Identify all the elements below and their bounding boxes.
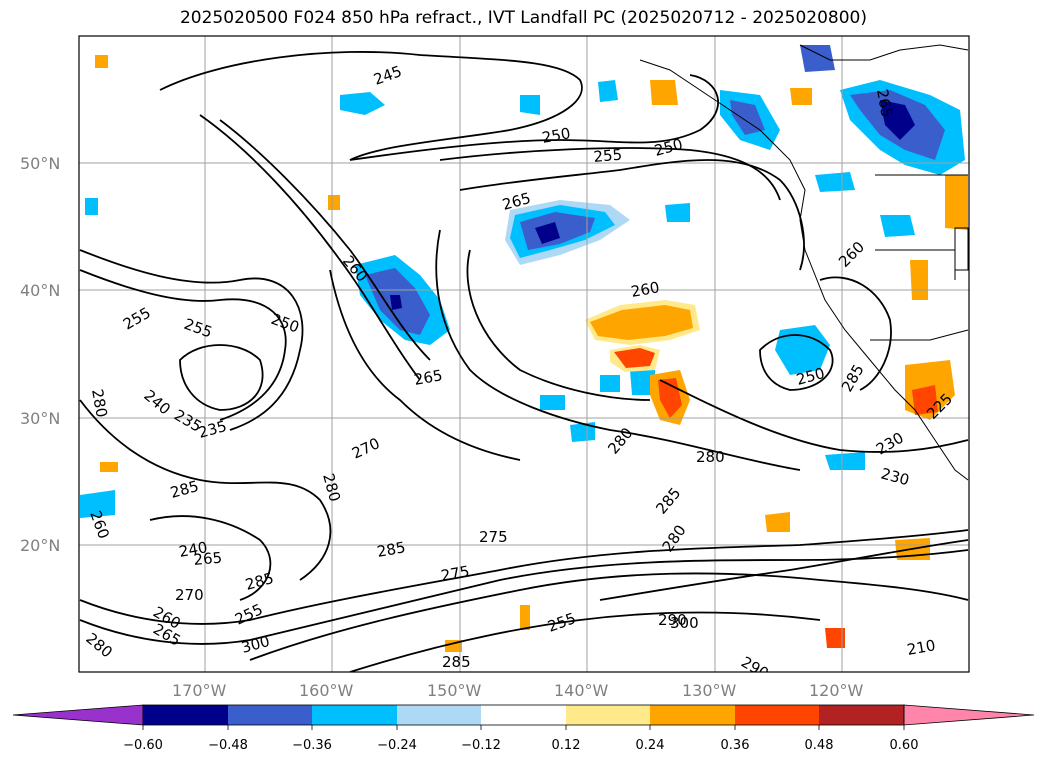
lon-label: 170°W [172,681,227,700]
contour-label: 275 [440,562,471,585]
lon-label: 130°W [682,681,737,700]
contour-label: 255 [545,609,578,636]
lon-label: 140°W [554,681,609,700]
contour-label: 265 [413,366,444,389]
contour-label: 285 [168,477,200,502]
contour-label: 250 [541,124,572,147]
contour-label: 245 [371,62,404,89]
colorbar: −0.60 −0.48 −0.36 −0.24 −0.12 0.12 0.24 … [12,704,1035,753]
lon-label: 150°W [427,681,482,700]
colorbar-segment [481,705,566,725]
graticule [79,36,969,672]
contour-label: 280 [82,629,116,661]
colorbar-tick-label: −0.24 [377,738,417,753]
contour-label: 230 [879,464,911,489]
colorbar-tick-label: 0.36 [721,738,750,753]
contour-label: 265 [873,88,896,119]
contour-label: 290 [738,653,772,683]
colorbar-segment [228,705,312,725]
colorbar-tick-label: −0.36 [292,738,332,753]
colorbar-segment [903,704,1035,726]
contour-label: 255 [593,146,623,166]
contour-label: 260 [630,278,661,301]
colorbar-segment [312,705,397,725]
colorbar-ticks [142,725,905,730]
colorbar-tick-label: −0.12 [461,738,501,753]
colorbar-segment [735,705,819,725]
shaded-fields [80,45,968,652]
contour-label: 240 [140,386,174,418]
contour-label: 270 [349,434,383,462]
contour-label: 280 [88,388,111,419]
contour-label: 275 [479,528,508,546]
contour-label: 255 [120,304,154,334]
lon-label: 120°W [809,681,864,700]
contour-label: 270 [175,586,204,604]
colorbar-tick-label: 0.24 [636,738,665,753]
lat-label: 30°N [20,409,60,428]
contour-label: 285 [243,569,275,594]
contour-label: 250 [652,135,684,160]
contour-label: 280 [696,448,725,466]
colorbar-segment [397,705,481,725]
contour-label: 260 [835,238,868,271]
lat-label: 50°N [20,154,60,173]
map-title: 2025020500 F024 850 hPa refract., IVT La… [179,8,867,28]
colorbar-segment [650,705,735,725]
colorbar-tick-label: 0.12 [552,738,581,753]
contour-label: 300 [670,614,699,632]
colorbar-segment [143,705,228,725]
contour-label: 255 [182,315,215,342]
colorbar-segment [12,704,144,726]
contour-label: 230 [873,429,907,459]
contour-label: 290 [658,611,687,629]
longitude-labels: 170°W 160°W 150°W 140°W 130°W 120°W [172,681,864,700]
contour-label: 265 [193,549,223,569]
contour-label: 210 [906,636,937,659]
contour-label: 240 [178,538,209,561]
plot-frame [78,35,970,673]
colorbar-tick-label: 0.48 [805,738,834,753]
colorbar-segment [566,705,650,725]
contour-label: 255 [232,600,266,628]
colorbar-tick-label: −0.48 [208,738,248,753]
colorbar-segment [819,705,904,725]
colorbar-tick-label: −0.60 [123,738,163,753]
lat-label: 20°N [20,536,60,555]
colorbar-tick-label: 0.60 [890,738,919,753]
colorbar-frame [142,704,905,726]
contour-lines [79,51,969,672]
lat-label: 40°N [20,281,60,300]
negative-shading [80,45,965,518]
lon-label: 160°W [299,681,354,700]
positive-shading [95,55,968,652]
contour-label: 250 [269,310,302,337]
contour-label: 285 [652,484,684,518]
latitude-labels: 50°N 40°N 30°N 20°N [20,154,60,555]
contour-label: 285 [376,538,407,561]
contour-label: 285 [442,653,471,671]
contour-label: 280 [319,471,344,503]
